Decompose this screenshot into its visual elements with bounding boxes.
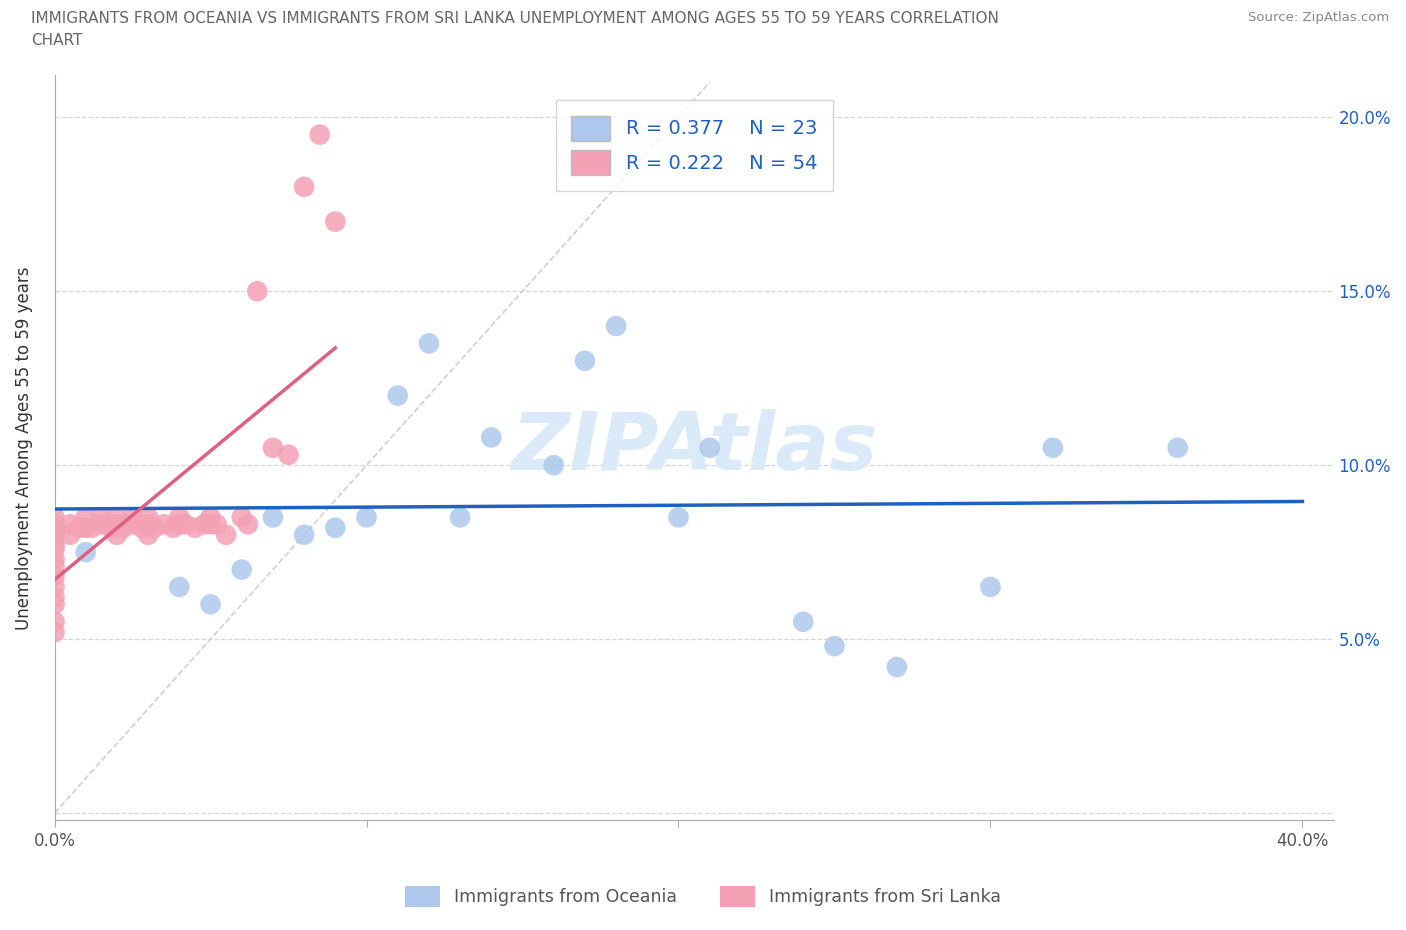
Point — [169, 579, 191, 594]
Point — [356, 510, 378, 525]
Point — [231, 562, 253, 577]
Point — [143, 521, 166, 536]
Text: CHART: CHART — [31, 33, 83, 48]
Text: Source: ZipAtlas.com: Source: ZipAtlas.com — [1249, 11, 1389, 24]
Point — [193, 517, 215, 532]
Point — [292, 179, 315, 194]
Point — [90, 510, 112, 525]
Point — [543, 458, 565, 472]
Legend: R = 0.377    N = 23, R = 0.222    N = 54: R = 0.377 N = 23, R = 0.222 N = 54 — [555, 100, 832, 191]
Y-axis label: Unemployment Among Ages 55 to 59 years: Unemployment Among Ages 55 to 59 years — [15, 266, 32, 630]
Point — [75, 545, 97, 560]
Point — [479, 430, 502, 445]
Point — [44, 559, 66, 574]
Point — [44, 541, 66, 556]
Point — [574, 353, 596, 368]
Point — [44, 517, 66, 532]
Point — [174, 517, 197, 532]
Point — [162, 521, 184, 536]
Point — [75, 510, 97, 525]
Point — [105, 510, 128, 525]
Point — [44, 615, 66, 630]
Point — [605, 319, 627, 334]
Point — [449, 510, 471, 525]
Point — [418, 336, 440, 351]
Point — [75, 521, 97, 536]
Point — [105, 517, 128, 532]
Point — [44, 579, 66, 594]
Point — [323, 521, 346, 536]
Point — [169, 510, 191, 525]
Point — [277, 447, 299, 462]
Point — [44, 527, 66, 542]
Point — [136, 517, 159, 532]
Point — [44, 531, 66, 546]
Point — [184, 521, 207, 536]
Point — [152, 517, 174, 532]
Point — [121, 517, 143, 532]
Point — [100, 521, 122, 536]
Point — [215, 527, 238, 542]
Point — [292, 527, 315, 542]
Point — [59, 527, 82, 542]
Point — [668, 510, 690, 525]
Point — [1167, 440, 1189, 455]
Point — [262, 440, 284, 455]
Point — [80, 521, 103, 536]
Point — [59, 517, 82, 532]
Point — [387, 388, 409, 403]
Point — [323, 214, 346, 229]
Point — [699, 440, 721, 455]
Text: IMMIGRANTS FROM OCEANIA VS IMMIGRANTS FROM SRI LANKA UNEMPLOYMENT AMONG AGES 55 : IMMIGRANTS FROM OCEANIA VS IMMIGRANTS FR… — [31, 11, 998, 26]
Point — [886, 659, 908, 674]
Point — [308, 127, 330, 142]
Point — [44, 590, 66, 604]
Text: ZIPAtlas: ZIPAtlas — [510, 409, 877, 486]
Point — [131, 521, 153, 536]
Point — [44, 597, 66, 612]
Point — [44, 510, 66, 525]
Point — [262, 510, 284, 525]
Point — [824, 639, 846, 654]
Point — [105, 527, 128, 542]
Point — [136, 527, 159, 542]
Point — [1042, 440, 1064, 455]
Point — [44, 538, 66, 552]
Point — [44, 625, 66, 640]
Point — [112, 521, 135, 536]
Point — [69, 521, 91, 536]
Point — [169, 517, 191, 532]
Point — [200, 517, 222, 532]
Point — [979, 579, 1001, 594]
Point — [205, 517, 228, 532]
Point — [792, 615, 814, 630]
Point — [90, 517, 112, 532]
Point — [121, 510, 143, 525]
Point — [44, 521, 66, 536]
Point — [200, 597, 222, 612]
Point — [231, 510, 253, 525]
Point — [236, 517, 259, 532]
Legend: Immigrants from Oceania, Immigrants from Sri Lanka: Immigrants from Oceania, Immigrants from… — [398, 879, 1008, 914]
Point — [44, 569, 66, 584]
Point — [136, 510, 159, 525]
Point — [200, 510, 222, 525]
Point — [246, 284, 269, 299]
Point — [44, 551, 66, 566]
